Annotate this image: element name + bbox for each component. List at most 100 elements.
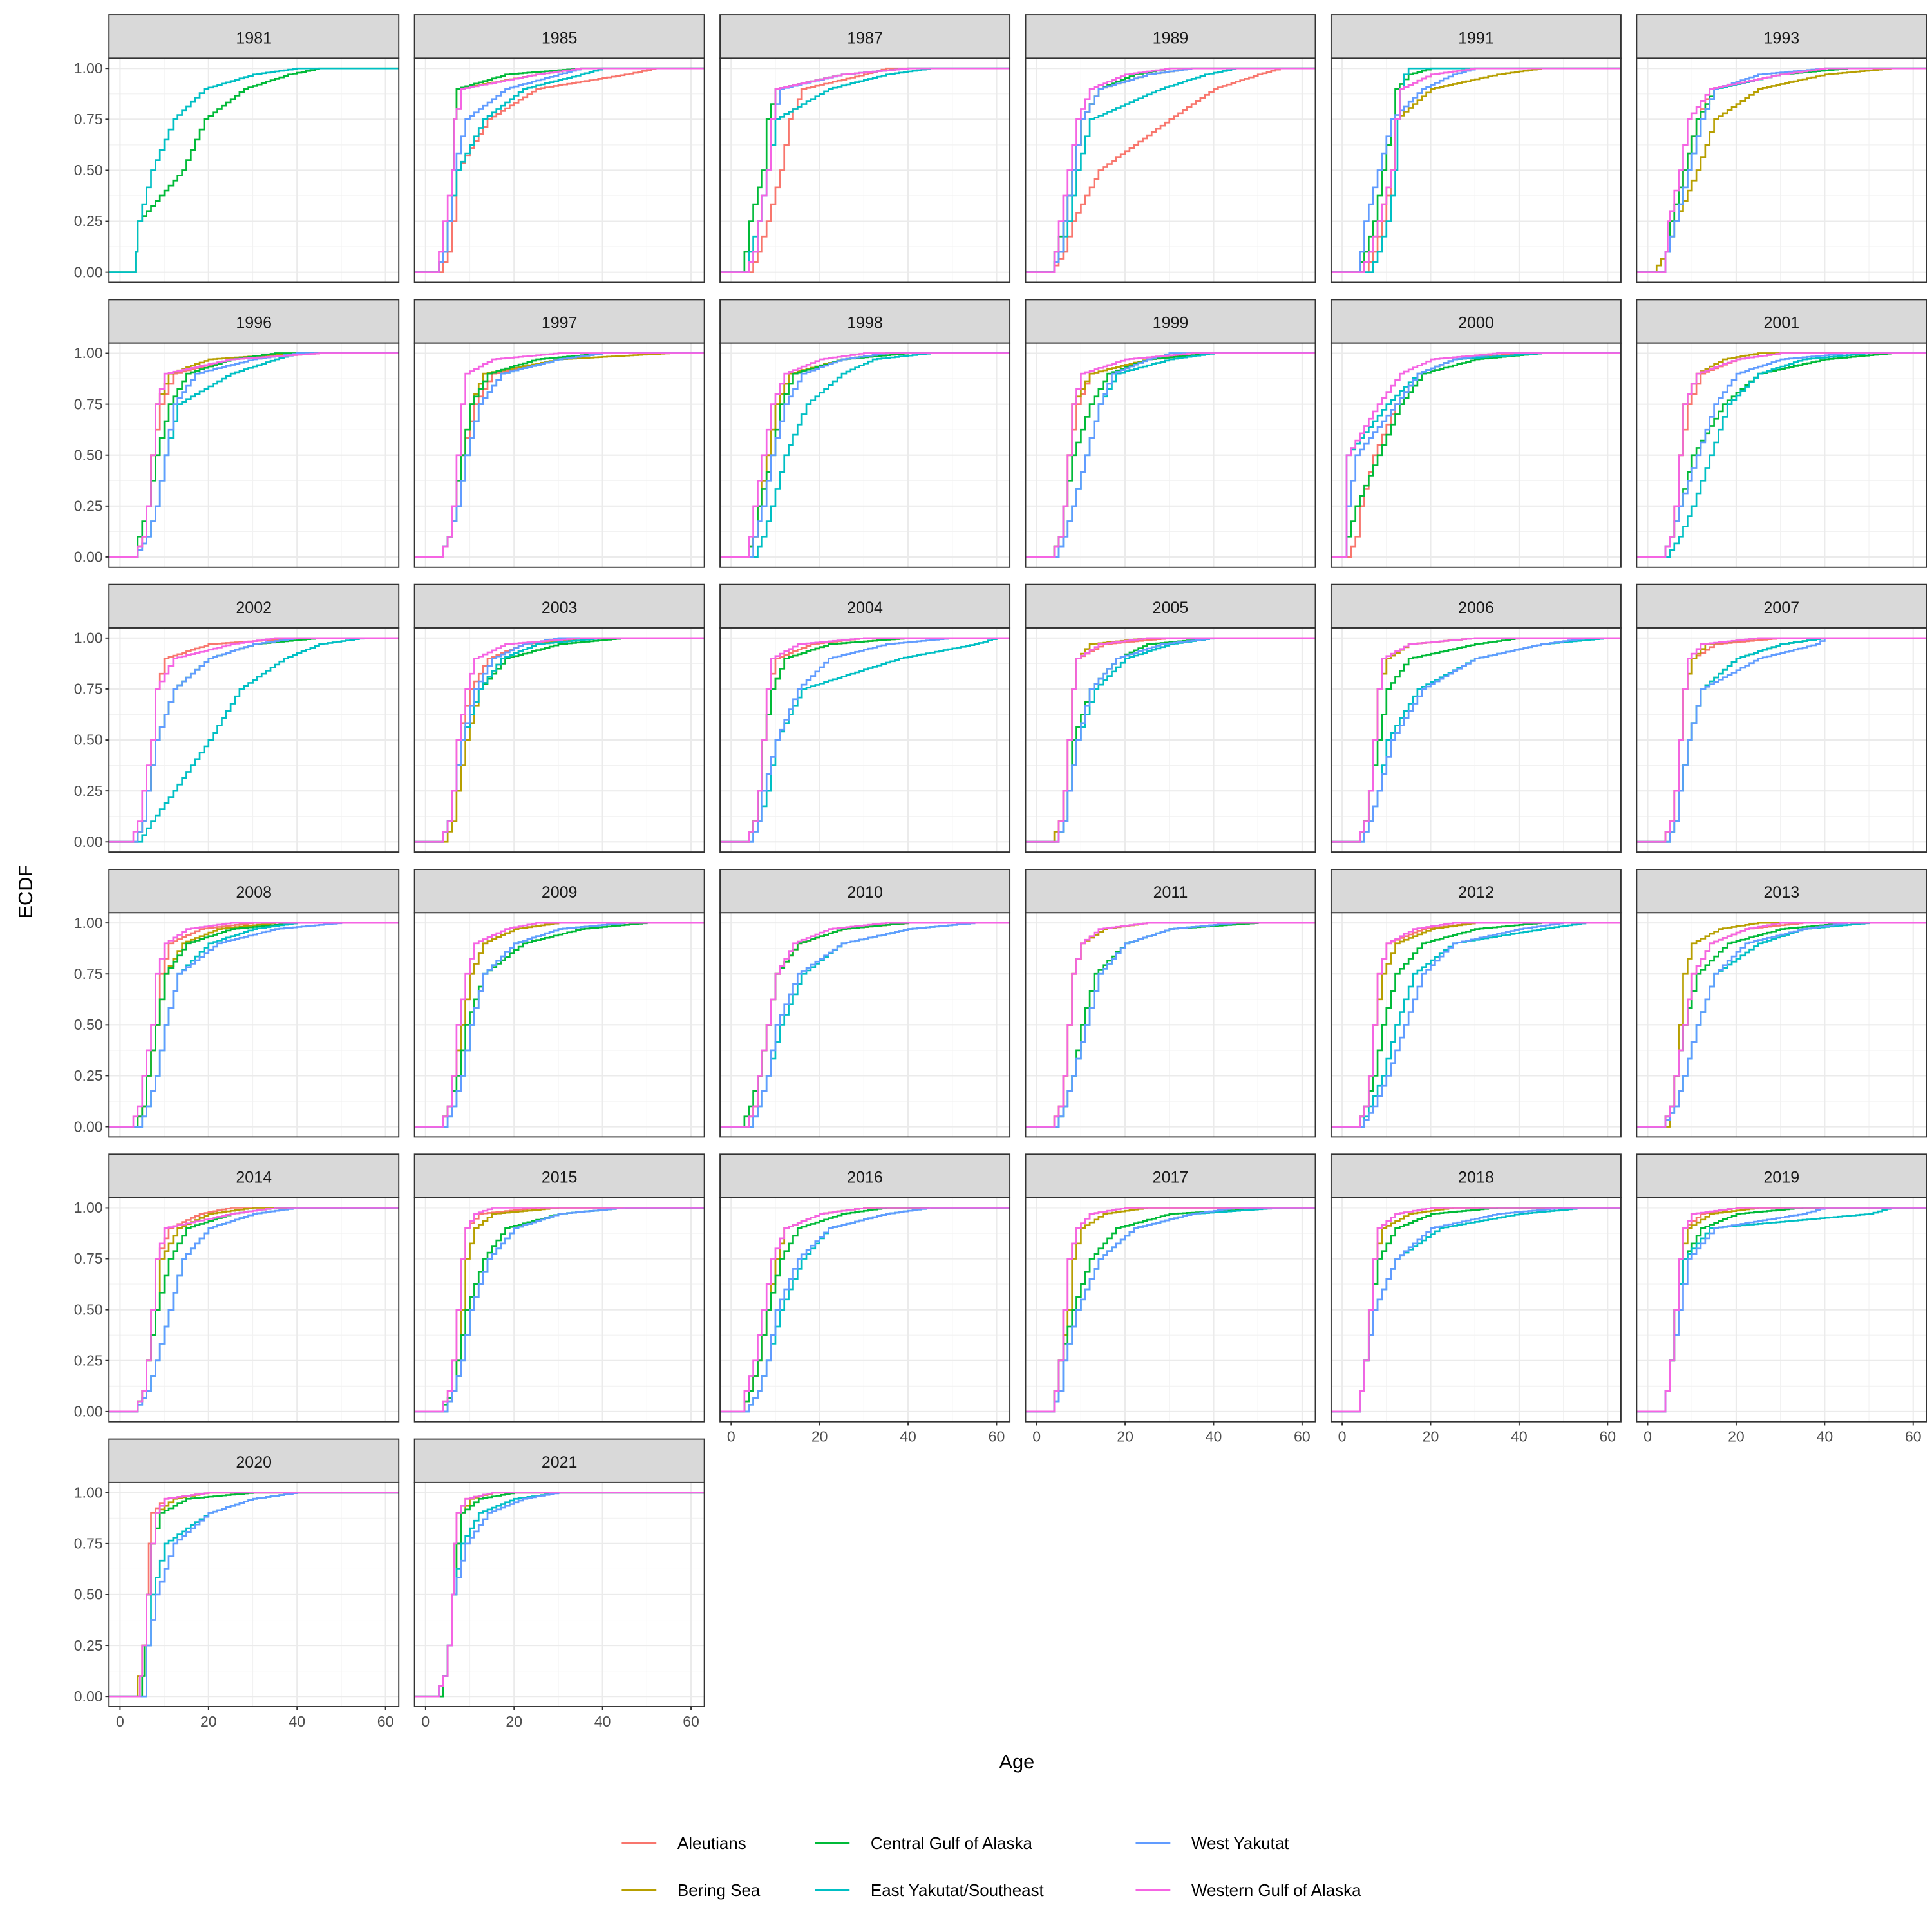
facet-strip-label: 2018 — [1458, 1169, 1494, 1187]
x-axis-title: Age — [999, 1750, 1034, 1773]
facet-strip-label: 1989 — [1153, 29, 1189, 47]
x-tick-label: 60 — [989, 1428, 1005, 1444]
facet-strip-label: 2001 — [1764, 314, 1800, 332]
ecdf-line-west-yakutat — [414, 67, 705, 273]
facet-strip-label: 2006 — [1458, 599, 1494, 617]
facet-strip-label: 1987 — [847, 29, 883, 47]
ecdf-line-western-gulf-of-alaska — [720, 637, 1010, 843]
facet-panel-2006: 2006 — [1330, 583, 1622, 853]
ecdf-line-bering-sea — [414, 922, 705, 1128]
facet-panel-1989: 1989 — [1025, 14, 1316, 283]
facet-strip-label: 2004 — [847, 599, 883, 617]
ecdf-line-western-gulf-of-alaska — [1025, 637, 1316, 843]
panel-border — [719, 912, 1011, 1138]
ecdf-line-western-gulf-of-alaska — [109, 352, 399, 558]
ecdf-line-west-yakutat — [720, 922, 1010, 1128]
facet-strip-label: 2017 — [1153, 1169, 1189, 1187]
facet-strip-label: 2021 — [542, 1454, 578, 1472]
legend-item: East Yakutat/Southeast — [815, 1880, 1045, 1900]
facet-strip — [1636, 299, 1927, 344]
ecdf-line-aleutians — [1025, 67, 1316, 273]
facet-strip-label: 2009 — [542, 884, 578, 902]
facet-strip — [1330, 1153, 1622, 1198]
ecdf-line-western-gulf-of-alaska — [1331, 637, 1621, 843]
facet-panel-2000: 2000 — [1330, 299, 1622, 568]
y-tick-label: 0.75 — [74, 965, 103, 982]
facet-strip-label: 1996 — [236, 314, 272, 332]
panel-border — [413, 57, 705, 283]
panel-border — [1330, 627, 1622, 853]
legend: Aleutians Bering Sea Central Gulf of Alask… — [621, 1833, 1361, 1900]
ecdf-line-east-yakutat-southeast — [1636, 1207, 1927, 1413]
y-tick-label: 0.50 — [74, 162, 103, 178]
ecdf-line-western-gulf-of-alaska — [1636, 352, 1927, 558]
facet-strip-label: 1999 — [1153, 314, 1189, 332]
ecdf-line-central-gulf-of-alaska — [720, 637, 1010, 843]
ecdf-line-west-yakutat — [414, 352, 705, 558]
facet-strip — [1636, 1153, 1927, 1198]
ecdf-line-western-gulf-of-alaska — [1331, 352, 1621, 558]
ecdf-line-aleutians — [109, 637, 399, 843]
x-tick-label: 40 — [1206, 1428, 1222, 1444]
ecdf-line-western-gulf-of-alaska — [109, 637, 399, 843]
ecdf-line-western-gulf-of-alaska — [414, 1207, 705, 1413]
facet-strip-label: 2019 — [1764, 1169, 1800, 1187]
ecdf-line-central-gulf-of-alaska — [109, 67, 399, 273]
ecdf-line-west-yakutat — [720, 637, 1010, 843]
facet-panel-1996: 1996 0.00 0.25 0.50 0.75 1.00 — [74, 299, 400, 568]
facet-strip — [719, 1153, 1011, 1198]
ecdf-line-west-yakutat — [1636, 67, 1927, 273]
ecdf-line-western-gulf-of-alaska — [414, 352, 705, 558]
y-tick-label: 1.00 — [74, 1199, 103, 1216]
y-tick-label: 0.75 — [74, 395, 103, 412]
ecdf-line-western-gulf-of-alaska — [720, 922, 1010, 1128]
ecdf-line-central-gulf-of-alaska — [1331, 637, 1621, 843]
ecdf-line-western-gulf-of-alaska — [109, 1492, 399, 1698]
panel-border — [413, 912, 705, 1138]
panel-border — [719, 342, 1011, 568]
panel-border — [1636, 627, 1927, 853]
ecdf-line-central-gulf-of-alaska — [1331, 922, 1621, 1128]
ecdf-line-east-yakutat-southeast — [1331, 67, 1621, 273]
ecdf-line-western-gulf-of-alaska — [1025, 1207, 1316, 1413]
y-tick-label: 1.00 — [74, 345, 103, 361]
facet-strip-label: 1985 — [542, 29, 578, 47]
facet-strip — [413, 14, 705, 59]
facet-strip-label: 2016 — [847, 1169, 883, 1187]
x-tick-label: 40 — [594, 1713, 611, 1730]
panel-border — [1025, 912, 1316, 1138]
panel-border — [1330, 912, 1622, 1138]
y-tick-label: 0.50 — [74, 446, 103, 463]
y-tick-label: 0.25 — [74, 1637, 103, 1654]
panel-border — [1636, 1197, 1927, 1423]
y-tick-label: 0.00 — [74, 1688, 103, 1705]
panel-border — [413, 1197, 705, 1423]
ecdf-line-east-yakutat-southeast — [1331, 922, 1621, 1128]
ecdf-line-east-yakutat-southeast — [1636, 352, 1927, 558]
ecdf-line-west-yakutat — [1331, 637, 1621, 843]
y-tick-label: 0.00 — [74, 549, 103, 565]
ecdf-line-central-gulf-of-alaska — [109, 922, 399, 1128]
legend-label: West Yakutat — [1191, 1833, 1289, 1853]
ecdf-line-west-yakutat — [1331, 922, 1621, 1128]
legend-item: Aleutians — [621, 1833, 746, 1853]
facet-panel-2009: 2009 — [413, 869, 705, 1138]
facet-strip — [1636, 583, 1927, 629]
facet-strip-label: 2015 — [542, 1169, 578, 1187]
facet-panel-1987: 1987 — [719, 14, 1011, 283]
ecdf-line-western-gulf-of-alaska — [720, 67, 1010, 273]
ecdf-line-west-yakutat — [1331, 67, 1621, 273]
y-tick-label: 0.25 — [74, 1067, 103, 1084]
ecdf-line-central-gulf-of-alaska — [720, 1207, 1010, 1413]
x-tick-label: 40 — [289, 1713, 305, 1730]
x-tick-label: 20 — [811, 1428, 828, 1444]
ecdf-line-bering-sea — [1636, 67, 1927, 273]
facet-strip — [413, 869, 705, 914]
ecdf-line-western-gulf-of-alaska — [109, 1207, 399, 1413]
facet-panel-2001: 2001 — [1636, 299, 1927, 568]
facet-panel-2003: 2003 — [413, 583, 705, 853]
facet-strip-label: 2020 — [236, 1454, 272, 1472]
facet-strip-label: 2007 — [1764, 599, 1800, 617]
legend-label: Aleutians — [677, 1833, 746, 1853]
facet-strip-label: 1998 — [847, 314, 883, 332]
